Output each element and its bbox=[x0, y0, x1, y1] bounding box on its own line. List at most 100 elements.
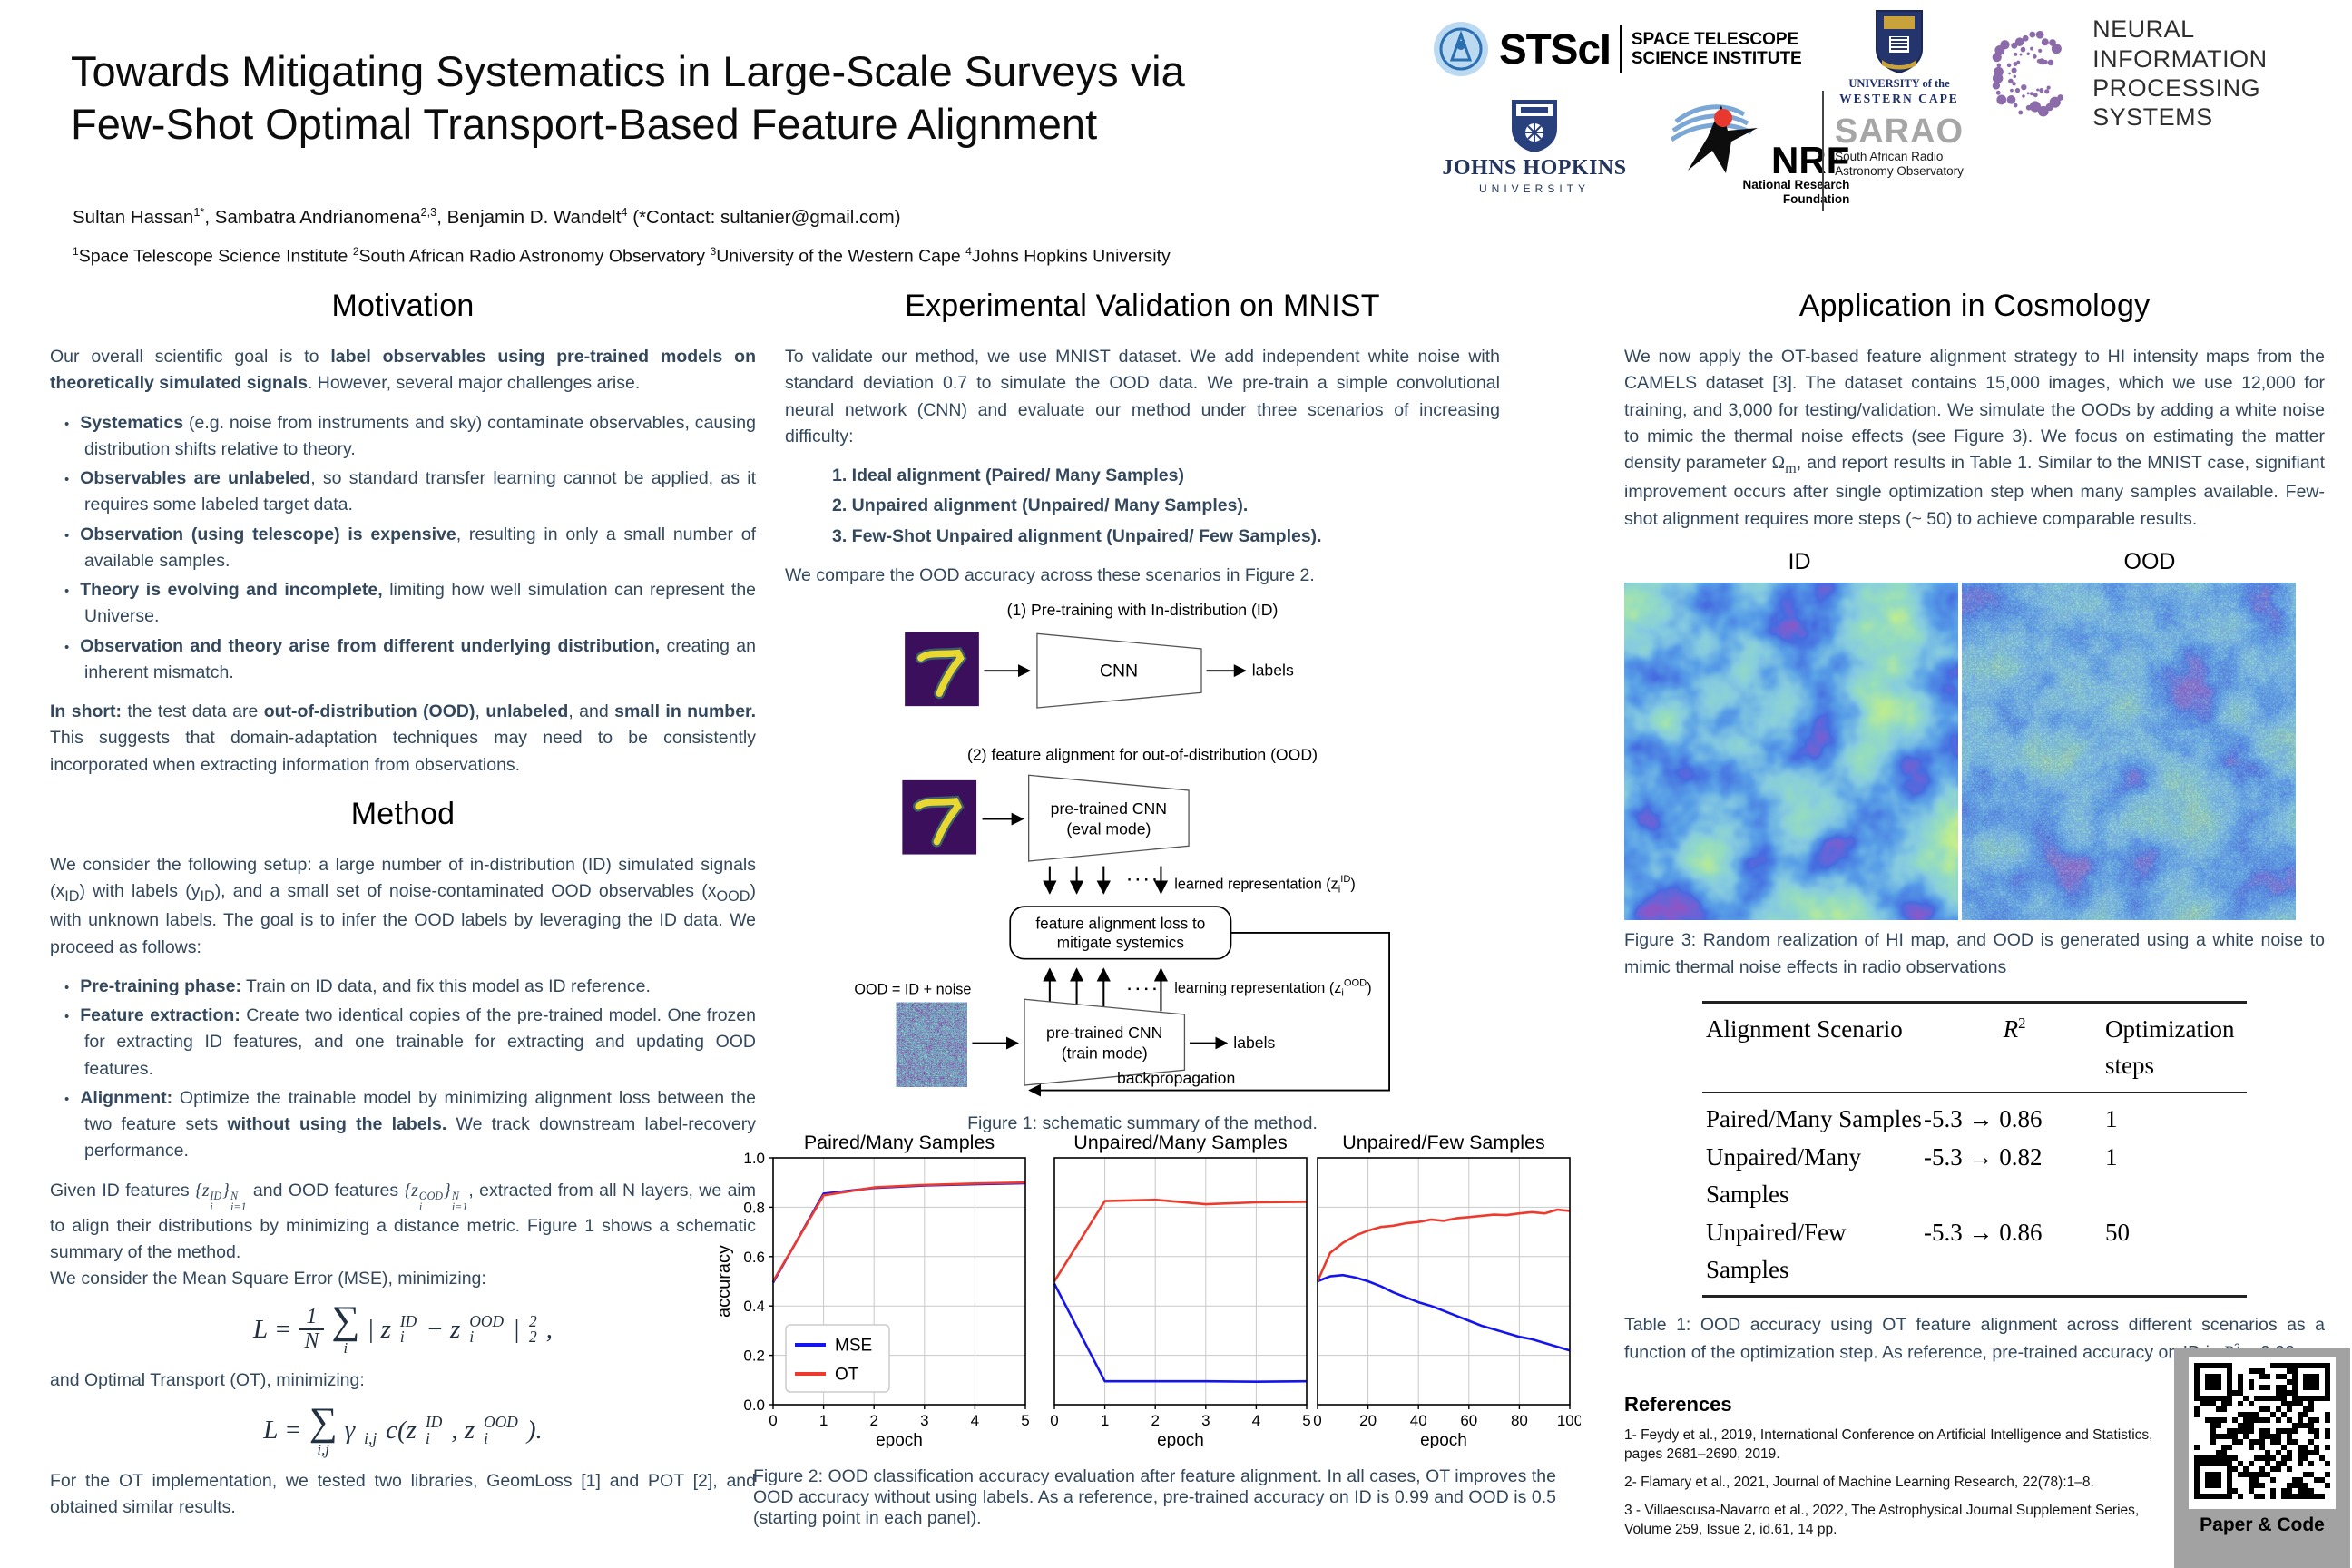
table-body: Paired/Many Samples -5.3 → 0.86 1 Unpair… bbox=[1702, 1093, 2247, 1296]
figure-1-caption: Figure 1: schematic summary of the metho… bbox=[967, 1113, 1318, 1134]
mnist-column: Experimental Validation on MNIST To vali… bbox=[785, 283, 1500, 1137]
cosmology-intro: We now apply the OT-based feature alignm… bbox=[1624, 347, 2325, 529]
neurips-swirl-icon bbox=[1992, 30, 2064, 117]
svg-text:5: 5 bbox=[1021, 1412, 1029, 1429]
column-header: Alignment Scenario bbox=[1706, 1014, 1903, 1043]
mnist-heading: Experimental Validation on MNIST bbox=[905, 289, 1380, 323]
list-item: 2. Unpaired alignment (Unpaired/ Many Sa… bbox=[832, 495, 1249, 516]
nrf-figure-icon bbox=[1671, 104, 1758, 173]
contact-email: (*Contact: sultanier@gmail.com) bbox=[627, 206, 901, 228]
method-heading: Method bbox=[350, 796, 456, 831]
svg-text:0.4: 0.4 bbox=[743, 1298, 765, 1315]
qr-code-label: Paper & Code bbox=[2200, 1514, 2325, 1535]
svg-text:1.0: 1.0 bbox=[743, 1150, 765, 1167]
svg-text:80: 80 bbox=[1511, 1412, 1528, 1429]
svg-text:60: 60 bbox=[1460, 1412, 1477, 1429]
svg-text:(train mode): (train mode) bbox=[1062, 1044, 1148, 1062]
uwc-crest-icon bbox=[1876, 10, 1923, 74]
table-cell: 1 bbox=[2105, 1104, 2118, 1132]
references-section: References 1- Feydy et al., 2019, Intern… bbox=[1624, 1389, 2325, 1540]
svg-text:1: 1 bbox=[1101, 1412, 1109, 1429]
table-cell: -5.3 → 0.86 bbox=[1924, 1219, 2043, 1247]
table-cell: -5.3 → 0.82 bbox=[1924, 1143, 2043, 1171]
motivation-column: Motivation Our overall scientific goal i… bbox=[50, 283, 756, 1534]
svg-text:2: 2 bbox=[869, 1412, 877, 1429]
svg-text:4: 4 bbox=[971, 1412, 979, 1429]
cnn-label: CNN bbox=[1100, 662, 1138, 681]
table-mid-rule bbox=[1702, 1091, 2247, 1093]
svg-text:mitigate systemics: mitigate systemics bbox=[1057, 934, 1184, 952]
ood-map-label: OOD bbox=[2123, 548, 2176, 574]
list-item: Alignment: Optimize the trainable model … bbox=[64, 1085, 756, 1165]
uwc-sarao-logo: UNIVERSITY of the WESTERN CAPE SARAO Sou… bbox=[1831, 9, 1967, 179]
motivation-bullet-list: Systematics (e.g. noise from instruments… bbox=[50, 410, 756, 687]
svg-text:epoch: epoch bbox=[876, 1431, 923, 1448]
table-cell: Paired/Many Samples bbox=[1706, 1104, 1922, 1132]
svg-text:pre-trained CNN: pre-trained CNN bbox=[1051, 799, 1167, 818]
hi-map-id-image bbox=[1624, 583, 1958, 921]
list-item: 1. Ideal alignment (Paired/ Many Samples… bbox=[832, 466, 1184, 485]
svg-text:2: 2 bbox=[1151, 1412, 1159, 1429]
johns-hopkins-logo: JOHNS HOPKINS UNIVERSITY bbox=[1439, 98, 1630, 195]
page-title: Towards Mitigating Systematics in Large-… bbox=[71, 45, 1414, 152]
column-header: R2 bbox=[2003, 1014, 2026, 1043]
table-header-row: Alignment Scenario R2 Optimization steps bbox=[1702, 1004, 2247, 1092]
reference-item: 2- Flamary et al., 2021, Journal of Mach… bbox=[1624, 1475, 2094, 1491]
list-item: Theory is evolving and incomplete, limit… bbox=[64, 577, 756, 631]
svg-text:pre-trained CNN: pre-trained CNN bbox=[1046, 1024, 1162, 1042]
qr-code-panel: Paper & Code bbox=[2174, 1348, 2350, 1568]
dots-icon: ∙ ∙ ∙ ∙ bbox=[1127, 871, 1157, 888]
svg-text:20: 20 bbox=[1359, 1412, 1377, 1429]
motivation-intro: Our overall scientific goal is to label … bbox=[50, 347, 756, 394]
fig1-step1-label: (1) Pre-training with In-distribution (I… bbox=[1007, 602, 1279, 619]
divider bbox=[1619, 25, 1622, 73]
figure-2-charts: 0 1 2 3 4 5 Paired/Many Samples epoch 0.0 0.2 0.4 0… bbox=[714, 1132, 1583, 1450]
mnist-digit-image bbox=[902, 780, 976, 855]
affiliations-line: 1Space Telescope Science Institute 2Sout… bbox=[73, 245, 1171, 267]
list-item: 3. Few-Shot Unpaired alignment (Unpaired… bbox=[832, 525, 1322, 546]
svg-text:MSE: MSE bbox=[835, 1337, 872, 1356]
ot-implementation-paragraph: For the OT implementation, we tested two… bbox=[50, 1471, 756, 1518]
ood-noise-image bbox=[896, 1002, 967, 1087]
figure-2-caption: Figure 2: OOD classification accuracy ev… bbox=[753, 1466, 1556, 1528]
svg-text:(eval mode): (eval mode) bbox=[1066, 819, 1151, 838]
svg-text:5: 5 bbox=[1302, 1412, 1310, 1429]
svg-text:accuracy: accuracy bbox=[717, 1245, 734, 1318]
method-setup-paragraph: We consider the following setup: a large… bbox=[50, 854, 756, 957]
labels-text: labels bbox=[1233, 1034, 1275, 1052]
svg-text:epoch: epoch bbox=[1420, 1431, 1467, 1448]
svg-text:3: 3 bbox=[920, 1412, 928, 1429]
table-cell: -5.3 → 0.86 bbox=[1924, 1104, 2043, 1132]
scenario-list: 1. Ideal alignment (Paired/ Many Samples… bbox=[832, 463, 1500, 550]
svg-text:1: 1 bbox=[819, 1412, 828, 1429]
svg-text:100: 100 bbox=[1557, 1412, 1581, 1429]
column-header: Optimization steps bbox=[2105, 1014, 2235, 1080]
svg-text:Unpaired/Few Samples: Unpaired/Few Samples bbox=[1342, 1132, 1544, 1153]
table-cell: Unpaired/Few Samples bbox=[1706, 1219, 1847, 1283]
list-item: Feature extraction: Create two identical… bbox=[64, 1003, 756, 1083]
id-map-label: ID bbox=[1788, 548, 1811, 574]
labels-text: labels bbox=[1252, 662, 1294, 680]
list-item: Observables are unlabeled, so standard t… bbox=[64, 466, 756, 519]
compare-line: We compare the OOD accuracy across these… bbox=[785, 564, 1315, 585]
list-item: Systematics (e.g. noise from instruments… bbox=[64, 410, 756, 464]
learned-representation-label: learned representation (ziID) bbox=[1174, 874, 1356, 895]
stsci-globe-icon bbox=[1434, 22, 1488, 76]
map-labels: ID OOD bbox=[1624, 545, 2325, 580]
figure-3-caption: Figure 3: Random realization of HI map, … bbox=[1624, 930, 2325, 977]
ot-equation: L = ∑ i,j γ i,j c(z ID i , z OOD i ). bbox=[263, 1399, 543, 1458]
ot-lead-line: and Optimal Transport (OT), minimizing: bbox=[50, 1369, 365, 1390]
method-schematic-figure: (1) Pre-training with In-distribution (I… bbox=[854, 601, 1390, 1097]
table-1-caption: Table 1: OOD accuracy using OT feature a… bbox=[1624, 1315, 2325, 1363]
table-cell: 50 bbox=[2105, 1219, 2130, 1247]
learning-representation-label: learning representation (ziOOD) bbox=[1174, 977, 1371, 998]
table-cell: Unpaired/Many Samples bbox=[1706, 1143, 1861, 1208]
pretrained-cnn-eval-trapezoid bbox=[1027, 774, 1190, 862]
cosmology-heading: Application in Cosmology bbox=[1798, 289, 2151, 323]
qr-code-image bbox=[2189, 1357, 2336, 1509]
svg-text:0.2: 0.2 bbox=[743, 1348, 765, 1365]
pretrained-cnn-train-trapezoid bbox=[1024, 998, 1186, 1086]
